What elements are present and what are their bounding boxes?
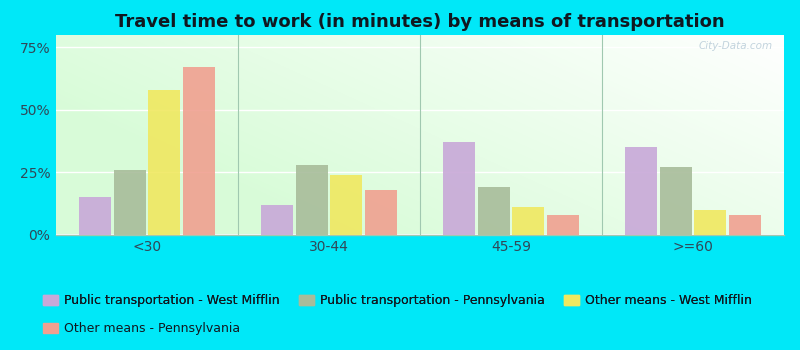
Bar	[262, 204, 293, 234]
Bar	[512, 207, 544, 234]
Bar	[114, 170, 146, 234]
Bar	[626, 147, 657, 234]
Bar	[79, 197, 111, 234]
Bar	[694, 210, 726, 235]
Text: City-Data.com: City-Data.com	[699, 41, 773, 51]
Legend: Public transportation - West Mifflin, Public transportation - Pennsylvania, Othe: Public transportation - West Mifflin, Pu…	[38, 289, 757, 312]
Title: Travel time to work (in minutes) by means of transportation: Travel time to work (in minutes) by mean…	[115, 13, 725, 31]
Bar	[148, 90, 180, 234]
Bar	[330, 175, 362, 235]
Bar	[443, 142, 475, 235]
Bar	[729, 215, 761, 234]
Bar	[296, 165, 328, 234]
Bar	[660, 167, 692, 234]
Bar	[365, 190, 397, 235]
Bar	[478, 187, 510, 234]
Bar	[547, 215, 578, 234]
Bar	[183, 68, 214, 234]
Legend: Other means - Pennsylvania: Other means - Pennsylvania	[38, 317, 246, 340]
